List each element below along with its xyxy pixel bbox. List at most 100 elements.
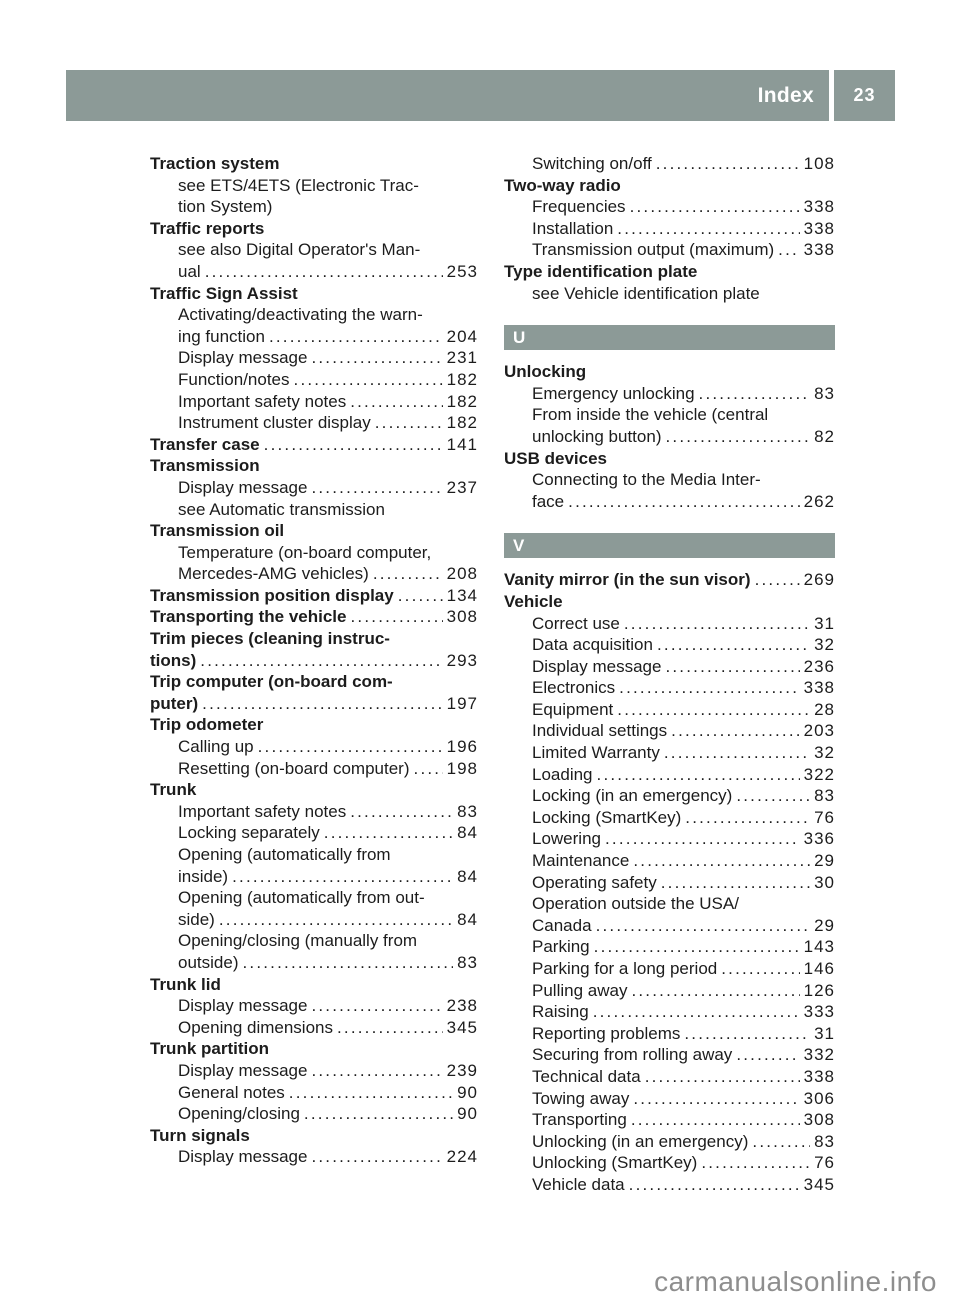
- page-reference: 208: [446, 564, 478, 584]
- entry-line: Opening (automatically from: [178, 844, 478, 866]
- entry-line: Transporting the vehicle 308: [150, 606, 478, 628]
- index-entry: Display message 238: [150, 995, 478, 1017]
- dot-leader: [200, 650, 442, 672]
- entry-label: Instrument cluster display: [178, 413, 371, 433]
- dot-leader: [351, 606, 443, 628]
- entry-label: Data acquisition: [532, 635, 653, 655]
- entry-line: Operation outside the USA/: [532, 893, 835, 915]
- page-reference: 253: [446, 261, 478, 281]
- entry-label: Transporting: [532, 1110, 627, 1130]
- dot-leader: [657, 634, 810, 656]
- entry-line: Locking (SmartKey) 76: [532, 807, 835, 829]
- index-entry: Trunk: [150, 779, 478, 801]
- dot-leader: [736, 1044, 799, 1066]
- entry-line: Opening dimensions 345: [178, 1017, 478, 1039]
- entry-label: Raising: [532, 1002, 589, 1022]
- entry-line: inside) 84: [178, 866, 478, 888]
- page-reference: 83: [814, 1131, 835, 1151]
- entry-line: Trunk: [150, 779, 478, 801]
- entry-line: Operating safety 30: [532, 872, 835, 894]
- entry-line: outside) 83: [178, 952, 478, 974]
- entry-line: Display message 231: [178, 347, 478, 369]
- index-entry: Function/notes 182: [150, 369, 478, 391]
- entry-label: see also Digital Operator's Man-: [178, 240, 421, 260]
- index-entry: Equipment 28: [504, 699, 835, 721]
- entry-label: ing function: [178, 326, 265, 346]
- entry-line: see Vehicle identification plate: [532, 283, 835, 305]
- entry-label: Lowering: [532, 829, 601, 849]
- entry-label: outside): [178, 952, 239, 972]
- entry-label: face: [532, 491, 565, 511]
- entry-label: Traction system: [150, 154, 280, 173]
- index-entry: Unlocking (in an emergency) 83: [504, 1131, 835, 1153]
- index-entry: Electronics 338: [504, 677, 835, 699]
- page-reference: 32: [814, 743, 835, 763]
- dot-leader: [755, 569, 800, 591]
- page-reference: 338: [803, 678, 835, 698]
- entry-line: Towing away 306: [532, 1088, 835, 1110]
- entry-line: Data acquisition 32: [532, 634, 835, 656]
- entry-line: Important safety notes 182: [178, 391, 478, 413]
- entry-label: Vehicle: [504, 591, 563, 611]
- dot-leader: [631, 980, 799, 1002]
- dot-leader: [665, 426, 810, 448]
- entry-line: Individual settings 203: [532, 720, 835, 742]
- entry-label: Transmission oil: [150, 521, 285, 541]
- entry-label: Loading: [532, 764, 593, 784]
- entry-label: Vehicle data: [532, 1174, 625, 1194]
- page-reference: 182: [446, 369, 478, 389]
- index-entry: Unlocking (SmartKey) 76: [504, 1152, 835, 1174]
- dot-leader: [671, 720, 799, 742]
- dot-leader: [398, 585, 443, 607]
- page-reference: 338: [803, 197, 835, 217]
- dot-leader: [219, 909, 453, 931]
- entry-line: Securing from rolling away 332: [532, 1044, 835, 1066]
- dot-leader: [778, 239, 799, 261]
- dot-leader: [264, 434, 443, 456]
- page-reference: 182: [446, 391, 478, 411]
- page-reference: 141: [446, 434, 478, 454]
- entry-line: Switching on/off 108: [532, 153, 835, 175]
- dot-leader: [596, 915, 811, 937]
- header-page-number: 23: [853, 85, 876, 105]
- entry-line: tions) 293: [150, 650, 478, 672]
- entry-line: see ETS/4ETS (Electronic Trac-: [178, 175, 478, 197]
- page-reference: 28: [814, 699, 835, 719]
- page-number-box: 23: [834, 70, 895, 121]
- index-entry: Two-way radio: [504, 175, 835, 197]
- entry-label: Frequencies: [532, 197, 626, 217]
- entry-line: Display message 239: [178, 1060, 478, 1082]
- dot-leader: [289, 1082, 453, 1104]
- entry-line: Instrument cluster display 182: [178, 412, 478, 434]
- entry-line: Opening/closing 90: [178, 1103, 478, 1125]
- dot-leader: [701, 1152, 810, 1174]
- entry-line: Important safety notes 83: [178, 801, 478, 823]
- entry-label: tions): [150, 650, 197, 670]
- page-reference: 30: [814, 872, 835, 892]
- index-entry: Lowering 336: [504, 828, 835, 850]
- dot-leader: [202, 693, 442, 715]
- entry-label: Pulling away: [532, 980, 628, 1000]
- entry-line: Connecting to the Media Inter-: [532, 469, 835, 491]
- page-reference: 31: [814, 613, 835, 633]
- dot-leader: [597, 764, 800, 786]
- page-reference: 83: [814, 786, 835, 806]
- entry-line: Type identification plate: [504, 261, 835, 283]
- entry-line: Transmission oil: [150, 520, 478, 542]
- entry-label: Electronics: [532, 678, 616, 698]
- entry-label: Display message: [178, 348, 308, 368]
- entry-line: Calling up 196: [178, 736, 478, 758]
- entry-line: Unlocking (in an emergency) 83: [532, 1131, 835, 1153]
- page-reference: 345: [803, 1174, 835, 1194]
- index-entry: From inside the vehicle (central unlockin…: [504, 404, 835, 447]
- index-entry: Activating/deactivating the warn-ing fun…: [150, 304, 478, 347]
- entry-label: Turn signals: [150, 1125, 250, 1145]
- index-entry: Trip odometer: [150, 714, 478, 736]
- entry-label: Display message: [178, 1147, 308, 1167]
- dot-leader: [242, 952, 453, 974]
- page-reference: 83: [814, 383, 835, 403]
- page-reference: 197: [446, 693, 478, 713]
- index-entry: Opening dimensions 345: [150, 1017, 478, 1039]
- index-entry: Parking 143: [504, 936, 835, 958]
